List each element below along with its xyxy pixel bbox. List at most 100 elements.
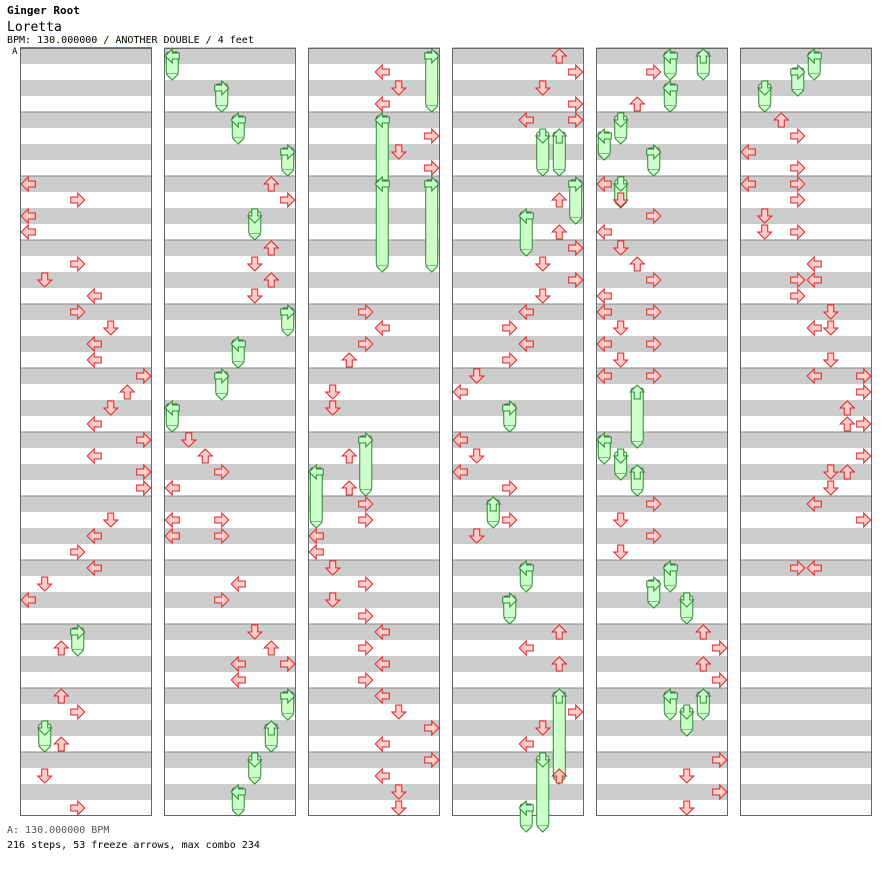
tap-arrow bbox=[86, 351, 102, 369]
freeze-head bbox=[36, 720, 53, 736]
tap-arrow bbox=[806, 367, 822, 385]
note-d1 bbox=[756, 208, 773, 224]
tap-arrow bbox=[806, 255, 822, 273]
beat-stripe bbox=[596, 528, 728, 544]
note-l2 bbox=[662, 47, 678, 81]
freeze-head bbox=[596, 431, 612, 449]
tap-arrow bbox=[390, 144, 407, 160]
note-l1 bbox=[596, 127, 612, 161]
beat-stripe bbox=[452, 496, 584, 512]
beat-stripe bbox=[740, 752, 872, 768]
note-u2 bbox=[839, 400, 856, 416]
note-r2 bbox=[424, 719, 440, 737]
tap-arrow bbox=[280, 655, 296, 673]
tap-arrow bbox=[646, 207, 662, 225]
note-r2 bbox=[568, 111, 584, 129]
tap-arrow bbox=[324, 384, 341, 400]
note-d2 bbox=[246, 256, 263, 272]
note-u2 bbox=[551, 656, 568, 672]
freeze-tail bbox=[281, 169, 295, 177]
note-d2 bbox=[678, 592, 695, 625]
tap-arrow bbox=[712, 639, 728, 657]
note-l1 bbox=[596, 367, 612, 385]
tap-arrow bbox=[856, 447, 872, 465]
freeze-head bbox=[214, 367, 230, 385]
beat-stripe bbox=[596, 48, 728, 64]
tap-arrow bbox=[740, 143, 756, 161]
note-l2 bbox=[806, 495, 822, 513]
note-d2 bbox=[534, 720, 551, 736]
note-r1 bbox=[502, 319, 518, 337]
chart-info: BPM: 130.000000 / ANOTHER DOUBLE / 4 fee… bbox=[7, 35, 254, 46]
note-d1 bbox=[324, 384, 341, 400]
tap-arrow bbox=[70, 799, 86, 817]
note-u1 bbox=[341, 352, 358, 368]
tap-arrow bbox=[551, 224, 568, 240]
freeze-tail bbox=[696, 73, 710, 81]
note-l2 bbox=[806, 559, 822, 577]
tap-arrow bbox=[424, 127, 440, 145]
note-l2 bbox=[806, 47, 822, 81]
note-r2 bbox=[712, 751, 728, 769]
tap-arrow bbox=[806, 495, 822, 513]
beat-stripe bbox=[596, 752, 728, 768]
freeze-tail bbox=[281, 713, 295, 721]
note-d2 bbox=[534, 256, 551, 272]
beat-stripe bbox=[164, 752, 296, 768]
chart-column bbox=[596, 47, 728, 816]
beat-stripe bbox=[308, 464, 440, 480]
beat-stripe bbox=[308, 80, 440, 96]
note-r1 bbox=[358, 335, 374, 353]
beat-stripe bbox=[20, 144, 152, 160]
tap-arrow bbox=[518, 111, 534, 129]
beat-stripe bbox=[164, 400, 296, 416]
beat-stripe bbox=[740, 528, 872, 544]
freeze-head bbox=[230, 111, 246, 129]
beat-stripe bbox=[164, 560, 296, 576]
note-r1 bbox=[790, 127, 806, 145]
note-l1 bbox=[20, 591, 36, 609]
beat-stripe bbox=[20, 240, 152, 256]
note-l2 bbox=[230, 111, 246, 145]
note-r1 bbox=[646, 271, 662, 289]
note-r1 bbox=[358, 303, 374, 321]
beat-stripe bbox=[20, 80, 152, 96]
note-l1 bbox=[164, 47, 180, 81]
note-r2 bbox=[136, 463, 152, 481]
beat-stripe bbox=[164, 656, 296, 672]
tap-arrow bbox=[263, 272, 280, 288]
freeze-tail bbox=[663, 585, 677, 593]
freeze-tail bbox=[680, 729, 694, 737]
tap-arrow bbox=[712, 783, 728, 801]
beat-stripe bbox=[740, 496, 872, 512]
notes-layer bbox=[20, 47, 872, 833]
note-u2 bbox=[263, 176, 280, 192]
tap-arrow bbox=[502, 319, 518, 337]
tap-arrow bbox=[230, 655, 246, 673]
note-r1 bbox=[70, 303, 86, 321]
note-l2 bbox=[374, 63, 390, 81]
tap-arrow bbox=[324, 560, 341, 576]
tap-arrow bbox=[629, 96, 646, 112]
tap-arrow bbox=[424, 159, 440, 177]
freeze-tail bbox=[696, 713, 710, 721]
note-u2 bbox=[263, 272, 280, 288]
freeze-tail bbox=[630, 441, 644, 449]
tap-arrow bbox=[20, 591, 36, 609]
beat-stripe bbox=[308, 176, 440, 192]
freeze-tail bbox=[71, 649, 85, 657]
beat-stripe bbox=[452, 240, 584, 256]
freeze-head bbox=[246, 208, 263, 224]
tap-arrow bbox=[518, 335, 534, 353]
freeze-body bbox=[425, 179, 439, 267]
tap-arrow bbox=[86, 415, 102, 433]
freeze-head bbox=[502, 399, 518, 417]
beat-stripe bbox=[740, 560, 872, 576]
beat-stripe bbox=[308, 752, 440, 768]
beat-stripe bbox=[308, 400, 440, 416]
tap-arrow bbox=[612, 544, 629, 560]
note-u2 bbox=[551, 688, 568, 785]
tap-arrow bbox=[596, 335, 612, 353]
note-d2 bbox=[678, 800, 695, 816]
tap-arrow bbox=[374, 623, 390, 641]
